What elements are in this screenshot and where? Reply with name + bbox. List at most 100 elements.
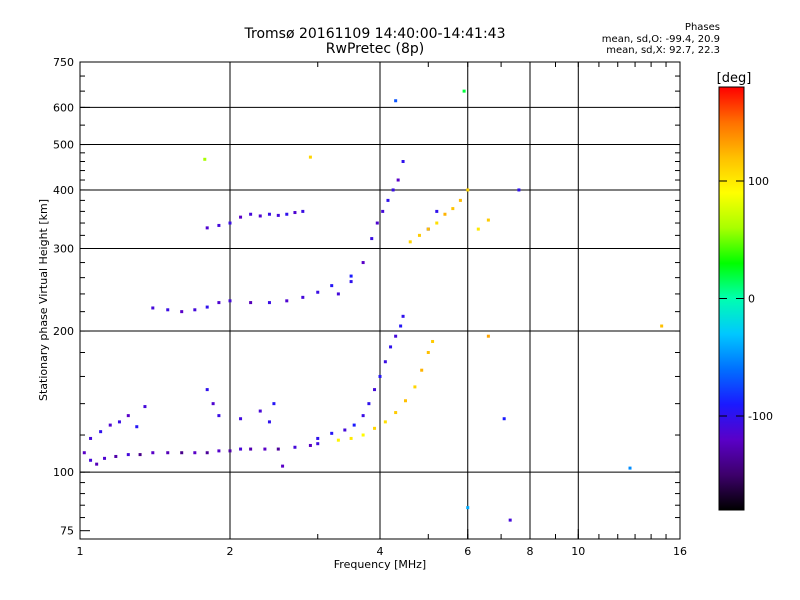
echo-point <box>166 451 170 455</box>
y-tick-label: 500 <box>53 139 74 152</box>
echo-point <box>352 423 356 427</box>
echo-point <box>193 451 197 455</box>
echo-point <box>263 447 267 451</box>
y-tick-label: 300 <box>53 243 74 256</box>
echo-point <box>114 454 118 458</box>
echo-point <box>391 188 395 192</box>
phase-stats-o-mode: mean, sd,O: -99.4, 20.9 <box>601 34 720 45</box>
echo-point <box>316 436 320 440</box>
echo-point <box>367 402 371 406</box>
echo-point <box>205 305 209 309</box>
y-axis-label: Stationary phase Virtual Height [km] <box>37 199 50 401</box>
echo-point <box>373 388 377 392</box>
echo-point <box>211 402 215 406</box>
echo-point <box>249 212 253 216</box>
echo-point <box>343 428 347 432</box>
echo-point <box>349 436 353 440</box>
echo-point <box>361 414 365 418</box>
y-tick-label: 200 <box>53 325 74 338</box>
echo-point <box>301 295 305 299</box>
y-tick-label: 75 <box>60 525 74 538</box>
echo-point <box>228 449 232 453</box>
echo-point <box>417 233 421 237</box>
echo-points <box>82 89 664 522</box>
echo-point <box>89 436 93 440</box>
x-tick-label: 16 <box>673 545 687 558</box>
echo-point <box>285 212 289 216</box>
echo-point <box>458 198 462 202</box>
echo-point <box>308 155 312 159</box>
echo-point <box>99 430 103 434</box>
echo-point <box>276 447 280 451</box>
echo-point <box>143 405 147 409</box>
echo-point <box>373 426 377 430</box>
echo-point <box>276 213 280 217</box>
echo-point <box>413 385 417 389</box>
echo-point <box>166 308 170 312</box>
y-tick-label: 600 <box>53 101 74 114</box>
chart-title: Tromsø 20161109 14:40:00-14:41:43 <box>244 26 506 42</box>
x-tick-label: 10 <box>571 545 585 558</box>
echo-point <box>117 420 121 424</box>
echo-point <box>293 211 297 215</box>
y-axis: 750 600 500 400 300 200 100 75 <box>53 56 680 538</box>
echo-point <box>126 414 130 418</box>
echo-point <box>205 451 209 455</box>
x-tick-label: 1 <box>77 545 84 558</box>
echo-point <box>399 324 403 328</box>
echo-point <box>228 221 232 225</box>
echo-point <box>180 310 184 314</box>
echo-point <box>349 274 353 278</box>
echo-point <box>435 209 439 213</box>
echo-point <box>180 451 184 455</box>
echo-point <box>217 301 221 305</box>
echo-point <box>431 339 435 343</box>
echo-point <box>443 212 447 216</box>
echo-point <box>316 442 320 446</box>
echo-point <box>336 292 340 296</box>
y-tick-label: 750 <box>53 56 74 69</box>
echo-point <box>370 237 374 241</box>
echo-point <box>135 425 139 429</box>
echo-point <box>239 215 243 219</box>
echo-point <box>378 374 382 378</box>
echo-point <box>508 518 512 522</box>
y-tick-label: 400 <box>53 184 74 197</box>
echo-point <box>375 221 379 225</box>
echo-point <box>462 89 466 93</box>
colorbar-tick-label: 100 <box>748 175 769 188</box>
echo-point <box>660 324 664 328</box>
echo-point <box>466 188 470 192</box>
echo-point <box>396 178 400 182</box>
echo-point <box>330 284 334 288</box>
x-axis-label: Frequency [MHz] <box>334 558 426 571</box>
echo-point <box>285 299 289 303</box>
echo-point <box>401 160 405 164</box>
phase-stats-x-mode: mean, sd,X: 92.7, 22.3 <box>606 45 720 56</box>
echo-point <box>151 451 155 455</box>
echo-point <box>426 227 430 231</box>
echo-point <box>205 226 209 230</box>
echo-point <box>138 453 142 457</box>
echo-point <box>205 388 209 392</box>
echo-point <box>336 438 340 442</box>
echo-point <box>217 414 221 418</box>
echo-point <box>82 451 86 455</box>
echo-point <box>95 462 99 466</box>
echo-point <box>239 447 243 451</box>
phase-colorbar: [deg] 100 0 -100 <box>717 71 773 511</box>
echo-point <box>330 431 334 435</box>
colorbar-unit-label: [deg] <box>717 71 752 86</box>
echo-point <box>239 417 243 421</box>
echo-point <box>249 447 253 451</box>
echo-point <box>228 299 232 303</box>
echo-point <box>203 157 207 161</box>
echo-point <box>217 223 221 227</box>
echo-point <box>403 399 407 403</box>
echo-point <box>249 301 253 305</box>
echo-point <box>258 409 262 413</box>
echo-point <box>394 334 398 338</box>
x-axis: 1 2 4 6 8 10 16 <box>77 62 687 558</box>
